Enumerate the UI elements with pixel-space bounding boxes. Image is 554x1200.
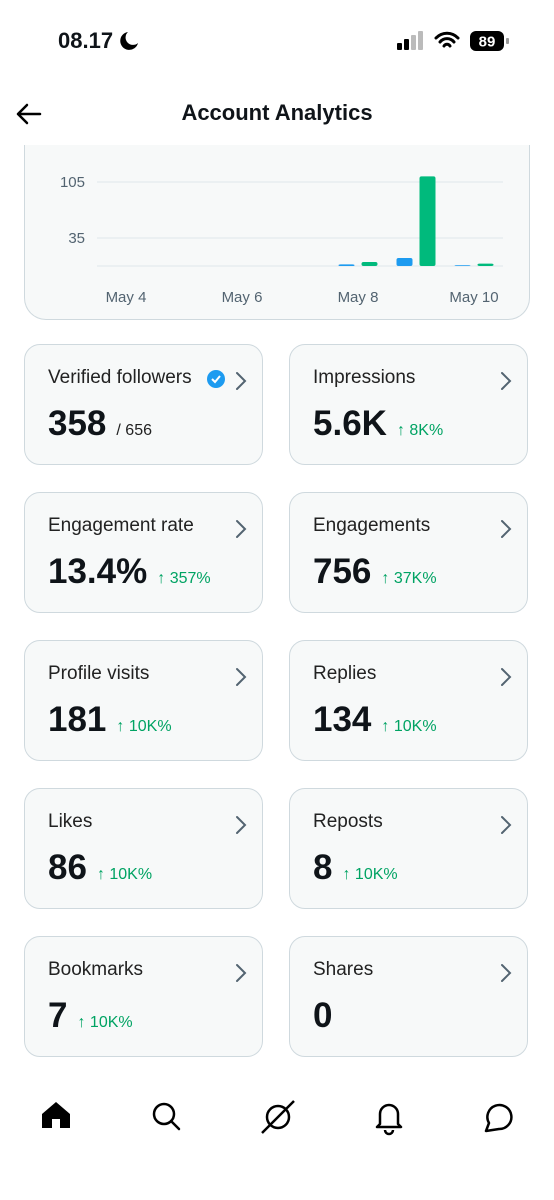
y-tick-label: 35: [68, 230, 85, 247]
chevron-wrap: [234, 815, 248, 840]
metric-row: 134 ↑ 10K%: [313, 700, 437, 740]
metric-change: ↑ 10K%: [381, 718, 437, 735]
metric-label: Engagement rate: [48, 515, 194, 536]
chevron-wrap: [499, 371, 513, 396]
chevron: [501, 816, 512, 834]
metric-card[interactable]: Verified followers 358 / 656: [24, 344, 263, 465]
metric-value: 13.4%: [48, 552, 148, 591]
metric-card[interactable]: Likes 86 ↑ 10K%: [24, 788, 263, 909]
bottom-nav: [42, 1100, 513, 1136]
metric-row: 5.6K ↑ 8K%: [313, 404, 443, 444]
chart-card: 35 105 May 4 May 6 May 8 May 10: [24, 120, 530, 320]
chart: 35 105 May 4 May 6 May 8 May 10: [60, 174, 503, 306]
metric-value: 0: [313, 996, 333, 1035]
metric-change: ↑ 10K%: [96, 866, 153, 883]
chevron-wrap: [499, 519, 513, 544]
chevron: [236, 964, 247, 982]
metric-row: 0: [313, 996, 332, 1036]
x-tick-label: May 10: [449, 289, 498, 306]
metric-label: Verified followers: [48, 367, 192, 388]
metric-label: Bookmarks: [48, 959, 144, 980]
chevron: [501, 372, 512, 390]
metric-card[interactable]: Shares 0: [289, 936, 528, 1057]
metric-card[interactable]: Replies 134 ↑ 10K%: [289, 640, 528, 761]
metric-card[interactable]: Reposts 8 ↑ 10K%: [289, 788, 528, 909]
metric-change: ↑ 357%: [157, 570, 211, 587]
metric-change: ↑ 8K%: [396, 422, 444, 439]
metric-card[interactable]: Engagement rate 13.4% ↑ 357%: [24, 492, 263, 613]
chevron-wrap: [234, 667, 248, 692]
metric-label: Likes: [48, 811, 93, 832]
metric-label: Reposts: [313, 811, 383, 832]
chevron-wrap: [499, 815, 513, 840]
moon-icon: [120, 32, 138, 50]
x-tick-label: May 4: [106, 289, 147, 306]
metric-label: Impressions: [313, 367, 416, 388]
battery-level: 89: [479, 34, 496, 51]
y-tick-label: 105: [60, 174, 85, 191]
bar: [338, 264, 355, 266]
metric-value: 86: [48, 848, 87, 887]
bar: [419, 176, 436, 266]
chevron-wrap: [499, 963, 513, 988]
metric-card[interactable]: Profile visits 181 ↑ 10K%: [24, 640, 263, 761]
metric-change: ↑ 37K%: [381, 570, 437, 587]
metric-row: 13.4% ↑ 357%: [48, 552, 211, 592]
chevron-wrap: [234, 519, 248, 544]
metric-total: / 656: [116, 422, 152, 439]
header: [0, 0, 554, 145]
bar: [454, 265, 471, 266]
chevron-wrap: [234, 963, 248, 988]
bar: [477, 263, 494, 266]
metric-card[interactable]: Engagements 756 ↑ 37K%: [289, 492, 528, 613]
bar: [361, 262, 378, 266]
metric-row: 358 / 656: [48, 404, 152, 444]
grok-tab[interactable]: [261, 1100, 295, 1134]
chevron: [236, 816, 247, 834]
metric-change: ↑ 10K%: [342, 866, 398, 883]
metric-value: 8: [313, 848, 333, 887]
metric-row: 181 ↑ 10K%: [48, 700, 172, 740]
metric-card[interactable]: Bookmarks 7 ↑ 10K%: [24, 936, 263, 1057]
x-tick-label: May 6: [222, 289, 263, 306]
metric-value: 134: [313, 700, 372, 739]
status-time: 08.17: [58, 28, 114, 53]
notifications-tab[interactable]: [375, 1103, 403, 1136]
metric-value: 181: [48, 700, 107, 739]
page-title: Account Analytics: [181, 100, 373, 125]
metric-value: 756: [313, 552, 372, 591]
chevron: [501, 964, 512, 982]
metric-label: Engagements: [313, 515, 431, 536]
search-tab[interactable]: [152, 1102, 181, 1131]
chevron: [501, 520, 512, 538]
chevron: [236, 372, 247, 390]
home-tab[interactable]: [42, 1102, 70, 1128]
metric-value: 7: [48, 996, 68, 1035]
chevron-wrap: [234, 371, 248, 396]
metric-change: ↑ 10K%: [116, 718, 172, 735]
chevron: [236, 668, 247, 686]
chevron-wrap: [499, 667, 513, 692]
metric-label: Replies: [313, 663, 377, 684]
x-tick-label: May 8: [338, 289, 379, 306]
metric-row: 756 ↑ 37K%: [313, 552, 437, 592]
chevron: [236, 520, 247, 538]
back-button[interactable]: [14, 101, 44, 127]
metric-label: Profile visits: [48, 663, 150, 684]
status-icons: 89: [397, 31, 509, 51]
bar: [396, 258, 413, 266]
metric-row: 86 ↑ 10K%: [48, 848, 152, 888]
verified-badge: [207, 370, 225, 388]
chevron: [501, 668, 512, 686]
metric-row: 7 ↑ 10K%: [48, 996, 133, 1036]
metric-row: 8 ↑ 10K%: [313, 848, 398, 888]
metric-label: Shares: [313, 959, 374, 980]
messages-tab[interactable]: [484, 1103, 513, 1133]
badge-wrap: [206, 369, 226, 394]
metric-value: 5.6K: [313, 404, 387, 443]
metric-card[interactable]: Impressions 5.6K ↑ 8K%: [289, 344, 528, 465]
metric-value: 358: [48, 404, 107, 443]
metric-change: ↑ 10K%: [77, 1014, 133, 1031]
